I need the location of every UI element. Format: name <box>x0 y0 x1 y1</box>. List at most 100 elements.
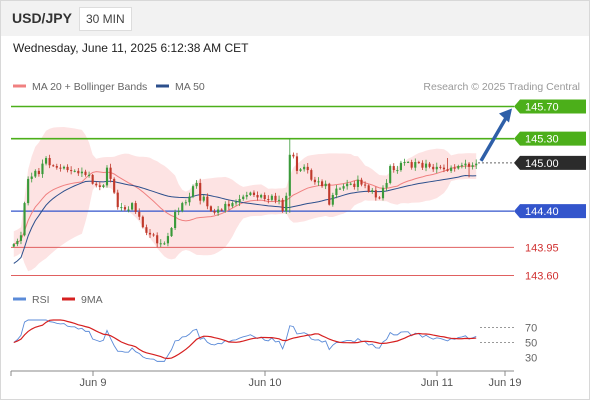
candle-body <box>27 178 30 204</box>
candle-body <box>109 167 112 179</box>
candle-body <box>95 183 98 186</box>
candle-body <box>245 195 248 197</box>
rsi-tick-label: 30 <box>525 353 537 365</box>
price-level-tag <box>514 131 586 146</box>
candle-body <box>410 162 413 168</box>
candle-body <box>374 190 377 198</box>
rsi-tick-label: 70 <box>525 323 537 335</box>
candle-body <box>328 183 331 205</box>
candle-body <box>91 174 94 184</box>
legend-label: MA 20 + Bollinger Bands <box>32 81 147 93</box>
candle-body <box>378 197 381 199</box>
candle-body <box>249 192 252 196</box>
candle-body <box>313 179 316 183</box>
candle-body <box>260 195 263 198</box>
candle-body <box>295 156 299 171</box>
candle-body <box>181 203 184 212</box>
candle-body <box>19 235 23 241</box>
candle-body <box>457 166 460 169</box>
candle-body <box>335 188 338 196</box>
candle-body <box>48 158 51 166</box>
candle-body <box>77 170 80 174</box>
candle-body <box>188 196 191 203</box>
candle-body <box>252 192 256 196</box>
forecast-arrow-line <box>479 113 510 162</box>
candle-body <box>346 183 349 187</box>
candle-body <box>195 182 198 187</box>
candle-body <box>471 165 474 167</box>
candle-body <box>475 163 478 166</box>
candle-body <box>467 163 471 167</box>
candle-body <box>234 202 238 204</box>
candle-body <box>141 216 144 228</box>
timeframe-button[interactable]: 30 MIN <box>79 7 132 31</box>
candle-body <box>338 188 342 190</box>
candle-body <box>231 203 234 207</box>
candle-body <box>116 192 119 208</box>
candle-body <box>156 235 159 244</box>
candle-body <box>320 181 324 187</box>
candle-body <box>159 243 162 245</box>
candle-body <box>432 166 435 170</box>
candle-body <box>381 187 385 199</box>
candle-body <box>439 166 442 168</box>
candle-body <box>399 162 403 171</box>
candle-body <box>256 195 259 198</box>
x-tick-label: Jun 10 <box>248 377 281 389</box>
candle-body <box>306 166 309 171</box>
candle-body <box>84 171 87 175</box>
candle-body <box>317 181 320 183</box>
candle-body <box>277 199 281 201</box>
rsi-legend-label: 9MA <box>81 294 103 306</box>
candle-body <box>41 163 44 175</box>
candle-body <box>389 166 392 183</box>
candle-body <box>70 170 73 172</box>
candle-body <box>364 184 367 186</box>
x-tick-label: Jun 9 <box>80 377 107 389</box>
candle-body <box>453 167 456 169</box>
price-level-tag <box>514 99 586 114</box>
candle-body <box>464 163 467 166</box>
instrument-label: USD/JPY <box>12 10 72 26</box>
price-level-label: 145.30 <box>525 134 559 146</box>
candle-body <box>166 236 170 244</box>
candle-body <box>414 162 417 168</box>
candle-body <box>238 199 241 203</box>
candle-body <box>242 196 245 200</box>
candle-body <box>356 179 359 187</box>
ma50-line <box>13 175 477 264</box>
price-level-label: 145.00 <box>525 158 559 170</box>
candle-body <box>267 199 270 201</box>
candle-body <box>102 185 105 187</box>
candle-body <box>131 203 134 210</box>
legend-label: MA 50 <box>175 81 205 93</box>
candle-body <box>105 167 109 186</box>
candle-body <box>177 211 180 213</box>
candle-body <box>23 203 26 236</box>
candle-body <box>12 244 15 247</box>
candle-body <box>16 240 19 245</box>
price-level-tag <box>514 155 586 170</box>
candle-body <box>288 154 291 196</box>
candle-body <box>450 167 453 171</box>
forecast-arrow-head <box>499 108 512 123</box>
candle-body <box>460 165 463 167</box>
candle-body <box>274 195 277 201</box>
candle-body <box>310 170 313 180</box>
candle-body <box>217 209 220 213</box>
candle-body <box>220 209 223 211</box>
candle-body <box>342 186 345 189</box>
price-level-label: 143.60 <box>525 271 559 283</box>
candle-body <box>424 163 428 168</box>
price-level-label: 145.70 <box>525 101 559 113</box>
candle-body <box>73 170 76 172</box>
candle-body <box>199 182 202 201</box>
candle-body <box>120 207 123 209</box>
candle-body <box>331 195 334 205</box>
candle-body <box>145 227 148 233</box>
candle-body <box>123 207 126 210</box>
candle-body <box>59 167 62 169</box>
rsi-ma-line <box>13 319 477 360</box>
candle-body <box>285 195 288 212</box>
candle-body <box>52 165 55 167</box>
